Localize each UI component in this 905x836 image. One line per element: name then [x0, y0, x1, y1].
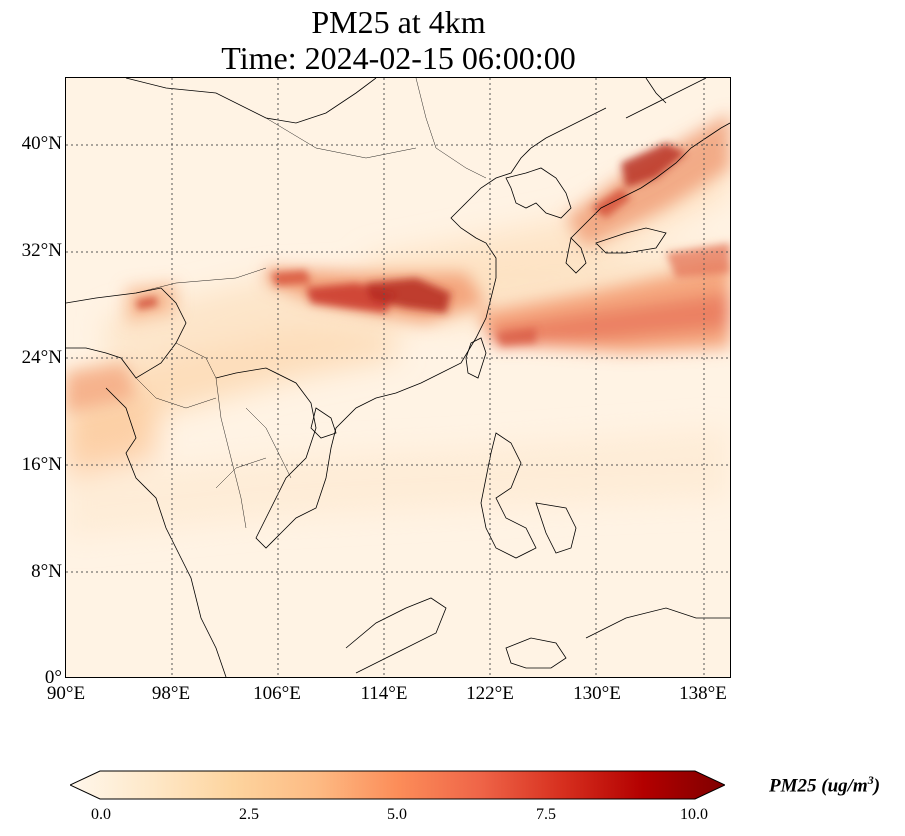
- colorbar-tick: 5.0: [387, 806, 407, 823]
- lon-tick-label: 90°E: [46, 683, 86, 704]
- lat-tick-label: 8°N: [31, 561, 62, 582]
- colorbar-tick: 7.5: [536, 806, 556, 823]
- colorbar-tick: 10.0: [680, 806, 708, 823]
- lat-tick-label: 40°N: [21, 133, 62, 154]
- map-panel[interactable]: [65, 77, 731, 678]
- lat-tick-label: 24°N: [21, 347, 62, 368]
- colorbar-tick: 0.0: [91, 806, 111, 823]
- lon-tick-label: 122°E: [466, 683, 514, 704]
- lon-tick-label: 138°E: [679, 683, 727, 704]
- lat-tick-label: 0°: [44, 667, 62, 688]
- colorbar: [70, 770, 725, 800]
- lon-tick-label: 106°E: [253, 683, 301, 704]
- pm25-hotspots: [136, 143, 730, 346]
- colorbar-tick: 2.5: [239, 806, 259, 823]
- lon-tick-label: 98°E: [151, 683, 191, 704]
- gridlines: [66, 78, 730, 677]
- colorbar-label: PM25 (ug/m3): [769, 773, 881, 797]
- title-line-2: Time: 2024-02-15 06:00:00: [221, 40, 576, 76]
- map-canvas: [66, 78, 730, 677]
- lon-tick-label: 114°E: [360, 683, 408, 704]
- lat-tick-label: 16°N: [21, 454, 62, 475]
- title-line-1: PM25 at 4km: [311, 4, 486, 40]
- colorbar-gradient: [70, 770, 725, 800]
- lon-tick-label: 130°E: [573, 683, 621, 704]
- lat-tick-label: 32°N: [21, 240, 62, 261]
- map-title: PM25 at 4km Time: 2024-02-15 06:00:00: [66, 4, 731, 76]
